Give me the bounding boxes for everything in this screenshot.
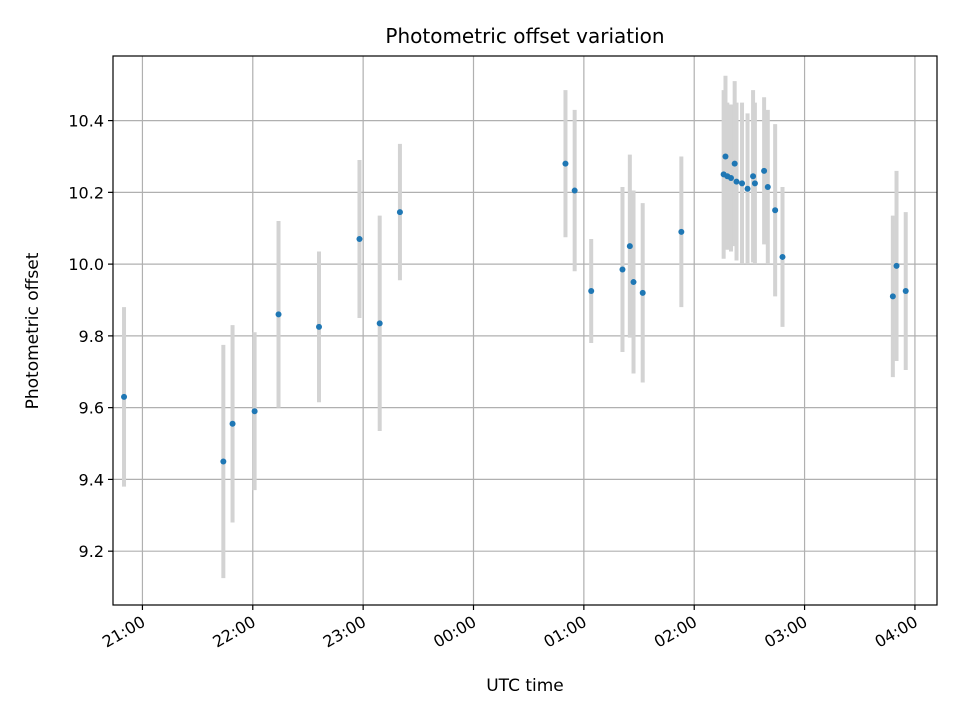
data-point: [562, 160, 569, 167]
data-point: [722, 153, 729, 160]
y-tick-label: 10.2: [68, 183, 104, 202]
grid-lines: [113, 56, 937, 605]
data-point: [571, 187, 578, 194]
y-tick-label: 9.6: [79, 399, 104, 418]
data-point: [750, 173, 757, 180]
data-point: [772, 207, 779, 214]
data-point: [893, 262, 900, 269]
data-point: [744, 185, 751, 192]
data-point: [275, 311, 282, 318]
y-tick-label: 9.8: [79, 327, 104, 346]
plot-frame: [112, 55, 938, 606]
data-point: [630, 279, 637, 286]
y-tick-label: 9.2: [79, 542, 104, 561]
data-point: [731, 160, 738, 167]
data-point: [356, 236, 363, 242]
y-tick-label: 9.4: [79, 470, 104, 489]
data-point: [316, 323, 322, 330]
data-points: [121, 153, 909, 465]
y-tick-label: 10.0: [68, 255, 104, 274]
data-point: [626, 243, 633, 250]
data-point: [779, 253, 786, 260]
y-axis-ticks: 9.2 9.4 9.6 9.8 10.0 10.2 10.4: [68, 112, 113, 561]
data-point: [396, 209, 403, 216]
data-point: [639, 289, 646, 296]
data-point: [619, 266, 626, 273]
data-point: [902, 288, 909, 295]
data-point: [588, 288, 595, 295]
data-point: [739, 180, 746, 187]
y-tick-label: 10.4: [68, 112, 104, 131]
data-point: [764, 183, 771, 190]
data-point: [889, 293, 896, 300]
x-axis-label: UTC time: [486, 676, 564, 696]
data-point: [229, 420, 236, 427]
chart-title: Photometric offset variation: [385, 24, 664, 48]
data-point: [761, 167, 768, 174]
data-point: [376, 320, 383, 327]
y-axis-label: Photometric offset: [23, 252, 43, 409]
data-point: [751, 180, 758, 187]
data-point: [733, 178, 740, 185]
data-point: [678, 228, 685, 235]
data-point: [251, 408, 258, 415]
data-point: [728, 175, 734, 181]
data-point: [121, 393, 128, 400]
data-point: [220, 458, 227, 465]
